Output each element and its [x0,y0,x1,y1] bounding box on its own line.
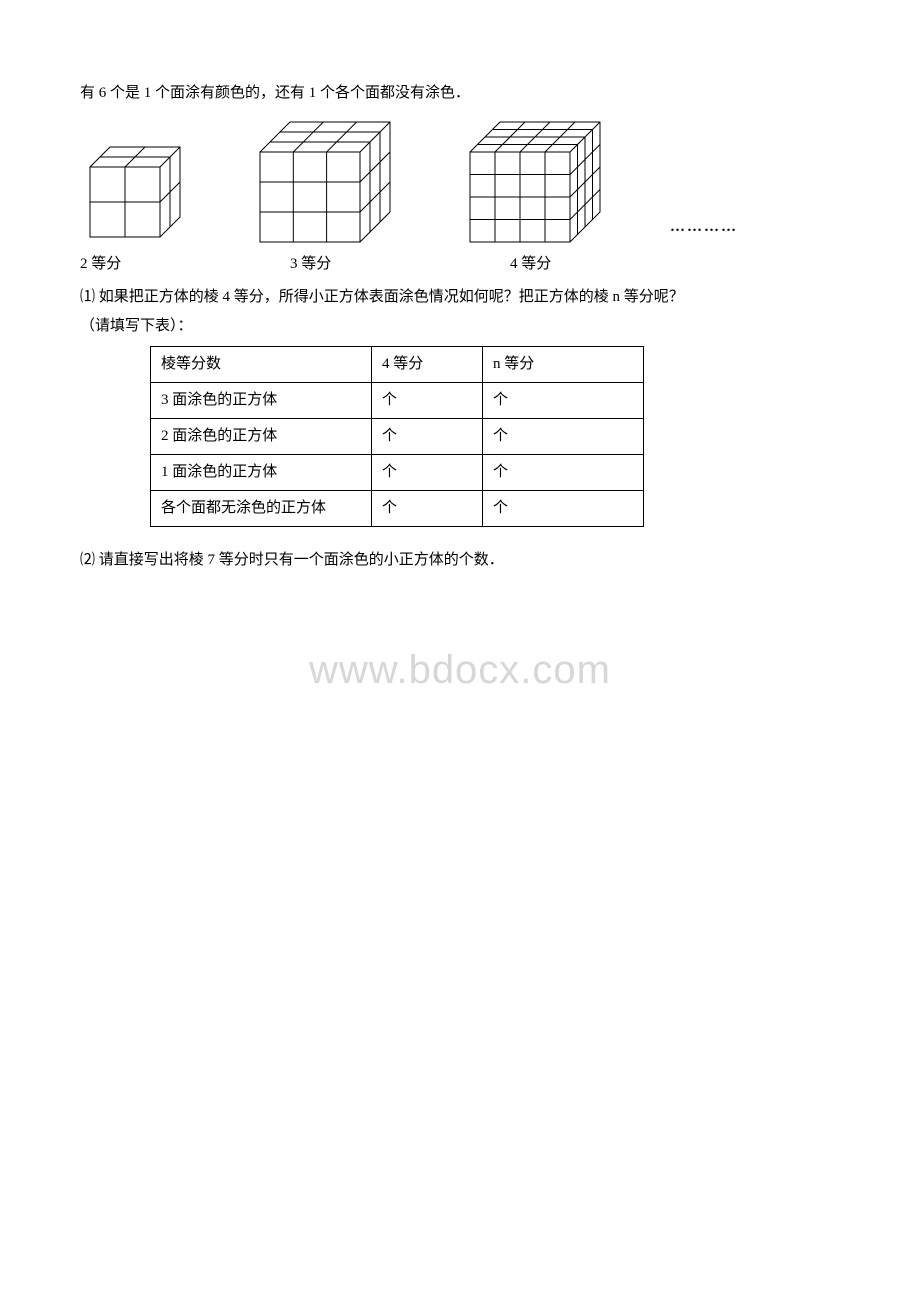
cube-labels-row: 2 等分 3 等分 4 等分 [80,251,840,278]
label-4div: 4 等分 [510,251,660,278]
cell: 2 面涂色的正方体 [151,419,372,455]
cell: 1 面涂色的正方体 [151,455,372,491]
label-3div: 3 等分 [290,251,440,278]
label-2div: 2 等分 [80,251,190,278]
question-2: ⑵ 请直接写出将棱 7 等分时只有一个面涂色的小正方体的个数． [80,547,840,574]
answer-table: 棱等分数 4 等分 n 等分 3 面涂色的正方体 个 个 2 面涂色的正方体 个… [150,346,644,527]
cell: 棱等分数 [151,347,372,383]
cube-4div [460,117,610,247]
cube-4-svg [460,117,610,247]
cell: 个 [372,455,483,491]
table-row: 各个面都无涂色的正方体 个 个 [151,491,644,527]
table-row: 1 面涂色的正方体 个 个 [151,455,644,491]
cell: n 等分 [483,347,644,383]
watermark-text: www.bdocx.com [80,634,840,706]
cube-2div [80,137,190,247]
question-1-line-b: （请填写下表）： [80,313,840,340]
cube-3-svg [250,117,400,247]
cell: 个 [372,491,483,527]
ellipsis-dots: ………… [670,214,738,247]
cell: 个 [483,491,644,527]
cell: 个 [372,419,483,455]
cell: 个 [483,455,644,491]
question-1-line-a: ⑴ 如果把正方体的棱 4 等分，所得小正方体表面涂色情况如何呢？把正方体的棱 n… [80,284,840,311]
cell: 4 等分 [372,347,483,383]
cell: 个 [483,383,644,419]
intro-text: 有 6 个是 1 个面涂有颜色的，还有 1 个各个面都没有涂色． [80,80,840,107]
cell: 各个面都无涂色的正方体 [151,491,372,527]
cube-diagram-row: ………… [80,117,840,247]
table-row: 3 面涂色的正方体 个 个 [151,383,644,419]
cell: 3 面涂色的正方体 [151,383,372,419]
cube-3div [250,117,400,247]
table-row: 棱等分数 4 等分 n 等分 [151,347,644,383]
cube-2-svg [80,137,190,247]
cell: 个 [483,419,644,455]
cell: 个 [372,383,483,419]
table-row: 2 面涂色的正方体 个 个 [151,419,644,455]
